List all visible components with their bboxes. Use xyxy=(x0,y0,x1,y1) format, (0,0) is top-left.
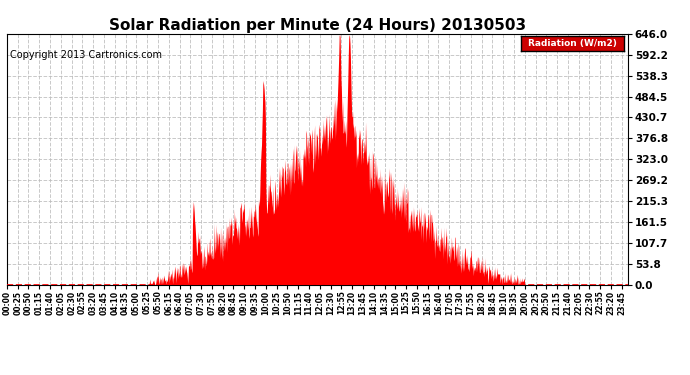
Title: Solar Radiation per Minute (24 Hours) 20130503: Solar Radiation per Minute (24 Hours) 20… xyxy=(109,18,526,33)
Text: Radiation (W/m2): Radiation (W/m2) xyxy=(529,39,617,48)
Text: Copyright 2013 Cartronics.com: Copyright 2013 Cartronics.com xyxy=(10,50,162,60)
